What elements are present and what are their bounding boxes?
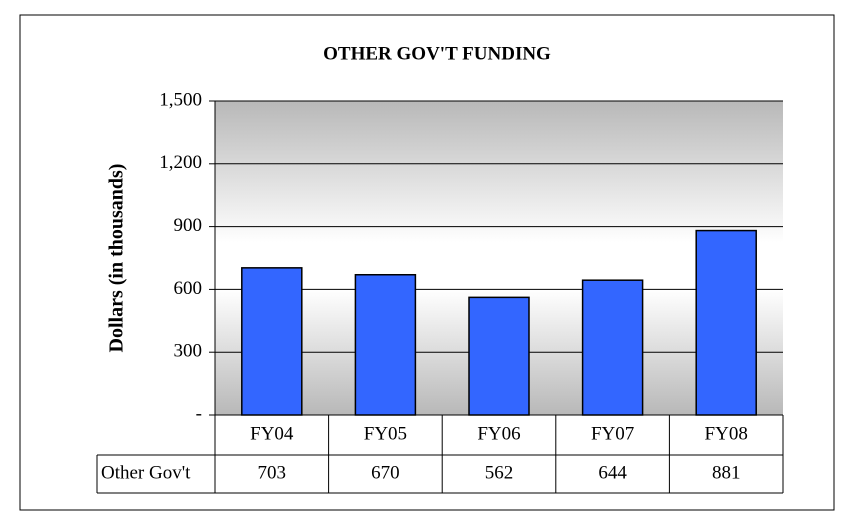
x-tick-label: FY04	[250, 423, 294, 444]
y-axis-label: Dollars (in thousands)	[106, 164, 128, 353]
legend-label: Other Gov't	[101, 462, 191, 483]
y-tick-label: 600	[174, 278, 203, 299]
data-label: 881	[712, 462, 741, 483]
data-label: 562	[485, 462, 514, 483]
y-tick-label: 300	[174, 341, 203, 362]
data-label: 670	[371, 462, 400, 483]
bar	[581, 279, 644, 416]
y-tick-label: 1,200	[159, 152, 202, 173]
bar	[695, 229, 757, 416]
x-tick-label: FY06	[477, 423, 520, 444]
x-tick-label: FY05	[364, 423, 407, 444]
bar	[354, 273, 417, 416]
x-tick-label: FY08	[705, 423, 748, 444]
bar	[241, 267, 303, 416]
x-tick-label: FY07	[591, 423, 634, 444]
data-label: 644	[598, 462, 627, 483]
y-tick-label: 1,500	[159, 89, 202, 110]
y-tick-label: 900	[174, 215, 203, 236]
chart-title: OTHER GOV'T FUNDING	[323, 43, 551, 64]
bar	[468, 296, 530, 416]
data-label: 703	[258, 462, 287, 483]
y-tick-label: -	[196, 403, 202, 424]
